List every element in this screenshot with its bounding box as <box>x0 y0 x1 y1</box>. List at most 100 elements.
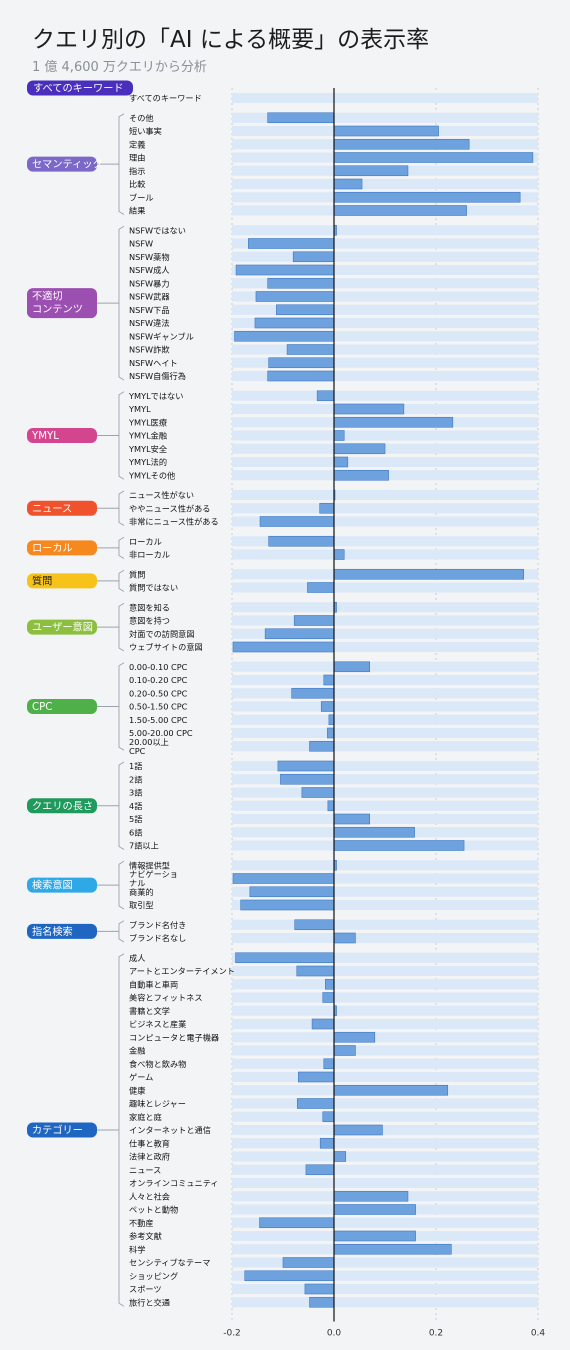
bar <box>333 443 386 455</box>
row-label: NSFWギャンブル <box>129 331 194 341</box>
group-bracket <box>118 536 125 559</box>
row-label: ローカル <box>129 536 162 546</box>
group-pill <box>27 699 97 714</box>
group-pill <box>27 428 97 443</box>
row-label: ビジネスと産業 <box>129 1019 186 1029</box>
group-label: ニュース <box>32 504 72 515</box>
bar <box>333 469 389 481</box>
bar <box>296 965 335 977</box>
row-band <box>232 536 538 547</box>
row-band <box>232 615 538 626</box>
row-label: NSFW暴力 <box>129 278 170 288</box>
group-label: カテゴリー <box>32 1124 83 1137</box>
bar <box>297 1071 335 1083</box>
bar <box>333 1045 356 1056</box>
group-label: クエリの長さ <box>32 800 93 812</box>
row-band <box>232 291 538 302</box>
row-band <box>232 1151 538 1162</box>
group-bracket <box>118 113 125 215</box>
row-label: 法律と政府 <box>129 1152 170 1162</box>
bar <box>268 357 335 369</box>
bar <box>333 568 525 580</box>
bar <box>327 727 335 739</box>
row-label: センシティブなテーマ <box>129 1258 210 1268</box>
bar <box>333 1124 383 1136</box>
row-label: 旅行と交通 <box>129 1297 170 1307</box>
row-band <box>232 688 538 699</box>
group-pill <box>27 798 97 814</box>
bar <box>333 661 371 673</box>
bar <box>316 390 335 402</box>
row-label: 5語 <box>129 814 142 824</box>
row-label: 不動産 <box>129 1218 154 1228</box>
bar <box>232 873 335 884</box>
row-label: 家庭と庭 <box>129 1112 162 1122</box>
group-bracket <box>118 953 125 1307</box>
group-pill <box>27 540 97 556</box>
row-band <box>232 1005 538 1016</box>
row-band <box>232 238 538 249</box>
row-label: NSFW成人 <box>129 265 170 275</box>
bar <box>291 687 335 699</box>
bar <box>322 992 335 1003</box>
bar <box>333 138 470 150</box>
row-band <box>232 503 538 514</box>
row-label: 3語 <box>129 788 142 798</box>
row-band <box>232 800 538 811</box>
bar <box>333 125 439 137</box>
bar <box>304 1283 335 1295</box>
row-label: 非常にニュース性がある <box>129 517 219 527</box>
x-tick-label: 0.0 <box>327 1329 342 1339</box>
row-band <box>232 1297 538 1308</box>
bar <box>280 773 335 785</box>
bar <box>294 919 335 931</box>
row-label: すべてのキーワード <box>129 93 202 103</box>
x-tick-label: 0.2 <box>429 1329 443 1339</box>
bar <box>293 615 335 626</box>
row-label: インターネットと通信 <box>129 1125 211 1135</box>
row-band <box>232 179 538 189</box>
row-label: ややニュース性がある <box>129 503 210 513</box>
row-label: YMYLではない <box>128 391 183 401</box>
row-label: NSFWではない <box>129 225 186 235</box>
row-label: YMYL <box>128 404 151 414</box>
bar <box>248 238 335 249</box>
bar <box>325 978 335 990</box>
bar <box>305 1164 335 1176</box>
group-pill <box>27 877 97 893</box>
row-band <box>232 675 538 685</box>
bar <box>309 740 335 752</box>
bar <box>267 370 335 382</box>
row-label: NSFW違法 <box>129 318 170 328</box>
row-label: 0.20-0.50 CPC <box>129 688 188 698</box>
row-band <box>232 304 538 315</box>
bar <box>267 112 335 124</box>
row-band <box>232 774 538 785</box>
chart-title: クエリ別の「AI による概要」の表示率 <box>32 27 430 53</box>
row-label: ナビゲーショナル <box>129 869 178 888</box>
group-bracket <box>118 569 125 592</box>
row-label: コンピュータと電子機器 <box>129 1032 219 1042</box>
bar <box>333 456 349 468</box>
bar <box>319 502 335 514</box>
row-label: 食べ物と飲み物 <box>129 1059 186 1069</box>
row-band <box>232 761 538 771</box>
bar <box>276 304 335 316</box>
bar <box>267 277 335 289</box>
row-label: 0.10-0.20 CPC <box>129 675 188 685</box>
row-band <box>232 642 538 652</box>
row-label: NSFW自傷行為 <box>129 371 186 381</box>
row-band <box>232 741 538 752</box>
bar <box>333 1031 376 1043</box>
row-label: 1語 <box>129 761 142 771</box>
row-label: 仕事と教育 <box>129 1138 170 1148</box>
row-band <box>232 430 538 441</box>
row-band <box>232 93 538 103</box>
row-label: 4語 <box>129 801 142 811</box>
row-band <box>232 860 538 871</box>
row-label: 定義 <box>129 139 145 149</box>
row-label: 0.50-1.50 CPC <box>129 702 188 712</box>
row-label: YMYLその他 <box>128 470 175 480</box>
group-bracket <box>118 761 125 850</box>
group-label: 不適切コンテンツ <box>32 290 83 316</box>
